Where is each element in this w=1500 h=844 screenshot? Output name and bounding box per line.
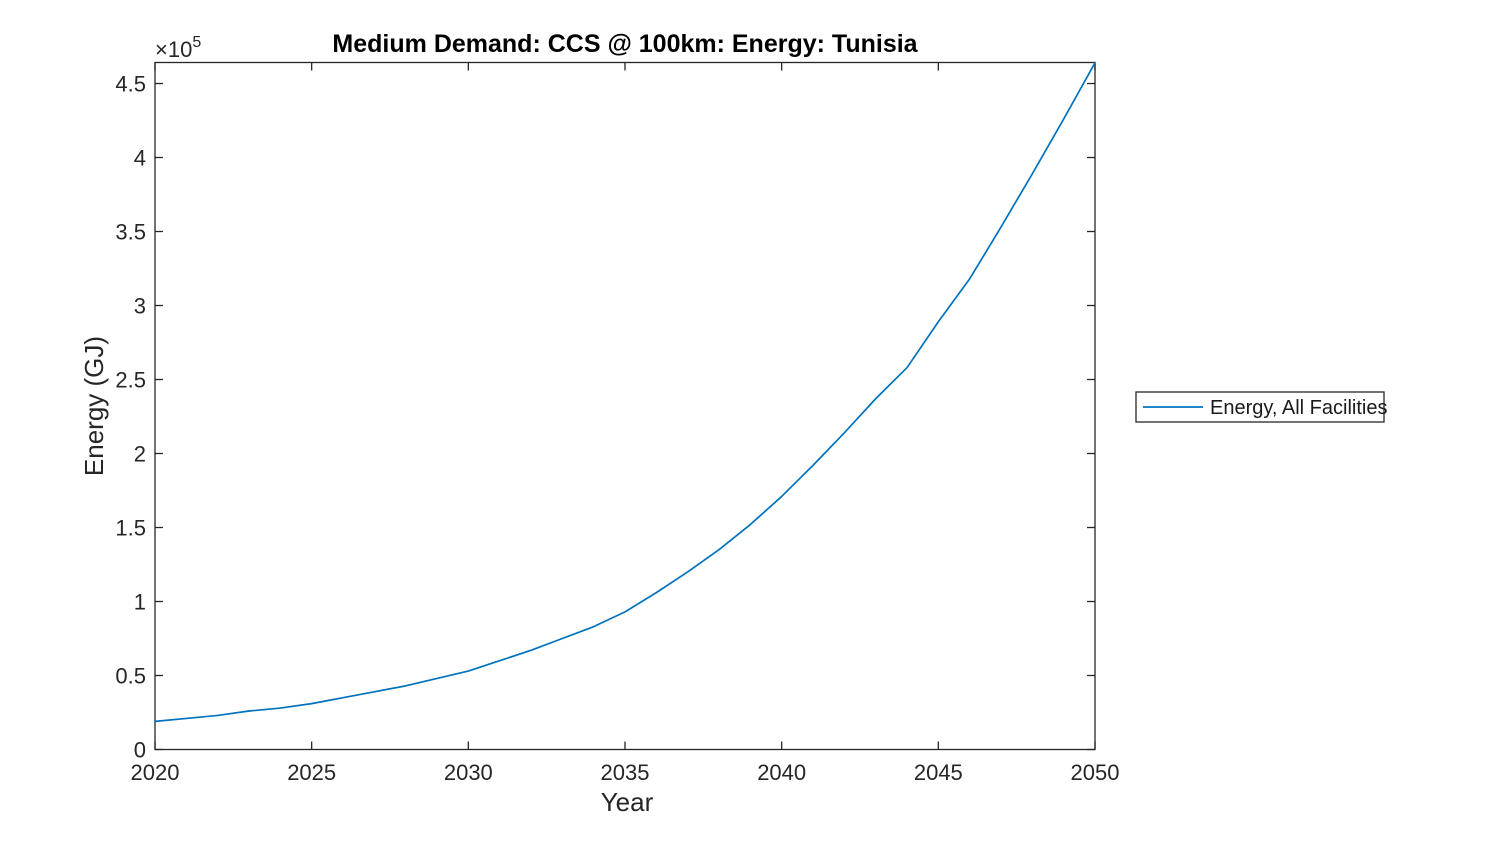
y-tick-label-3: 3 xyxy=(134,294,146,319)
x-tick-label-2035: 2035 xyxy=(601,760,650,785)
y-axis-tick-labels: 0 0.5 1 1.5 2 2.5 3 3.5 4 4.5 xyxy=(115,72,146,763)
y-tick-label-0: 0 xyxy=(134,738,146,763)
x-tick-label-2040: 2040 xyxy=(757,760,806,785)
y-tick-label-2: 2 xyxy=(134,442,146,467)
x-axis-tick-labels: 2020 2025 2030 2035 2040 2045 2050 xyxy=(131,760,1120,785)
x-tick-label-2025: 2025 xyxy=(287,760,336,785)
y-tick-label-1.5: 1.5 xyxy=(115,516,146,541)
y-tick-label-1: 1 xyxy=(134,590,146,615)
chart-title: Medium Demand: CCS @ 100km: Energy: Tuni… xyxy=(332,30,918,58)
legend: Energy, All Facilities xyxy=(1135,391,1387,423)
y-axis-label: Energy (GJ) xyxy=(79,336,109,476)
axis-tick-marks xyxy=(154,62,1096,751)
x-tick-label-2050: 2050 xyxy=(1071,760,1120,785)
legend-entry-label: Energy, All Facilities xyxy=(1210,397,1387,419)
y-tick-label-3.5: 3.5 xyxy=(115,220,146,245)
x-tick-label-2045: 2045 xyxy=(914,760,963,785)
x-tick-label-2030: 2030 xyxy=(444,760,493,785)
y-tick-label-2.5: 2.5 xyxy=(115,368,146,393)
x-tick-label-2020: 2020 xyxy=(131,760,180,785)
plot-border-box xyxy=(154,61,1096,751)
y-tick-label-4.5: 4.5 xyxy=(115,72,146,97)
x-axis-label: Year xyxy=(601,787,654,817)
y-axis-multiplier-base: ×10 xyxy=(155,37,192,62)
y-tick-label-0.5: 0.5 xyxy=(115,664,146,689)
data-series-lines xyxy=(154,61,1096,723)
series-line-energy-all-facilities xyxy=(154,61,1096,723)
y-axis-multiplier: ×105 xyxy=(155,34,201,62)
y-axis-multiplier-exponent: 5 xyxy=(192,34,201,51)
y-tick-label-4: 4 xyxy=(134,146,146,171)
